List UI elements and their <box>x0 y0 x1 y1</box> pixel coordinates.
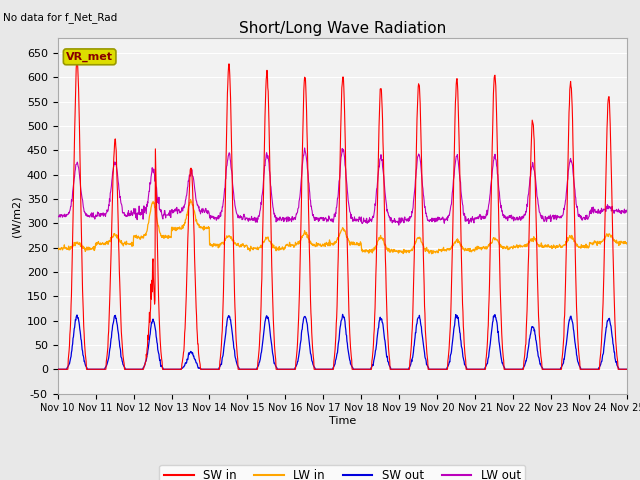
SW in <box>506 366 513 372</box>
Line: LW out: LW out <box>58 148 627 225</box>
SW in <box>167 366 175 372</box>
LW in <box>506 244 514 250</box>
SW in <box>181 330 189 336</box>
LW in <box>556 243 564 249</box>
Y-axis label: (W/m2): (W/m2) <box>11 195 21 237</box>
SW in <box>54 366 61 372</box>
SW in <box>431 366 439 372</box>
Line: LW in: LW in <box>58 200 627 254</box>
X-axis label: Time: Time <box>329 416 356 426</box>
Legend: SW in, LW in, SW out, LW out: SW in, LW in, SW out, LW out <box>159 465 525 480</box>
LW out <box>506 213 514 218</box>
Text: VR_met: VR_met <box>66 52 113 62</box>
LW out <box>623 207 631 213</box>
Text: No data for f_Net_Rad: No data for f_Net_Rad <box>3 12 118 23</box>
SW out <box>339 312 346 317</box>
SW out <box>54 366 61 372</box>
LW in <box>166 234 174 240</box>
LW in <box>180 222 188 228</box>
Line: SW out: SW out <box>58 314 627 369</box>
SW out <box>166 366 174 372</box>
SW in <box>623 366 631 372</box>
SW out <box>431 366 439 372</box>
LW out <box>166 213 174 219</box>
SW out <box>506 366 513 372</box>
LW out <box>432 217 440 223</box>
LW out <box>180 203 188 209</box>
SW out <box>556 366 564 372</box>
SW out <box>244 366 252 372</box>
LW in <box>244 245 252 251</box>
LW out <box>556 213 564 219</box>
SW in <box>556 366 564 372</box>
Title: Short/Long Wave Radiation: Short/Long Wave Radiation <box>239 21 446 36</box>
LW out <box>54 213 61 218</box>
SW out <box>623 366 631 372</box>
LW out <box>244 216 252 222</box>
SW in <box>244 366 252 372</box>
LW in <box>54 245 61 251</box>
LW in <box>187 197 195 203</box>
LW in <box>432 250 440 256</box>
LW in <box>428 251 435 257</box>
Line: SW in: SW in <box>58 61 627 369</box>
LW out <box>301 145 308 151</box>
SW out <box>180 363 188 369</box>
LW out <box>395 222 403 228</box>
LW in <box>623 241 631 247</box>
SW in <box>74 58 81 64</box>
